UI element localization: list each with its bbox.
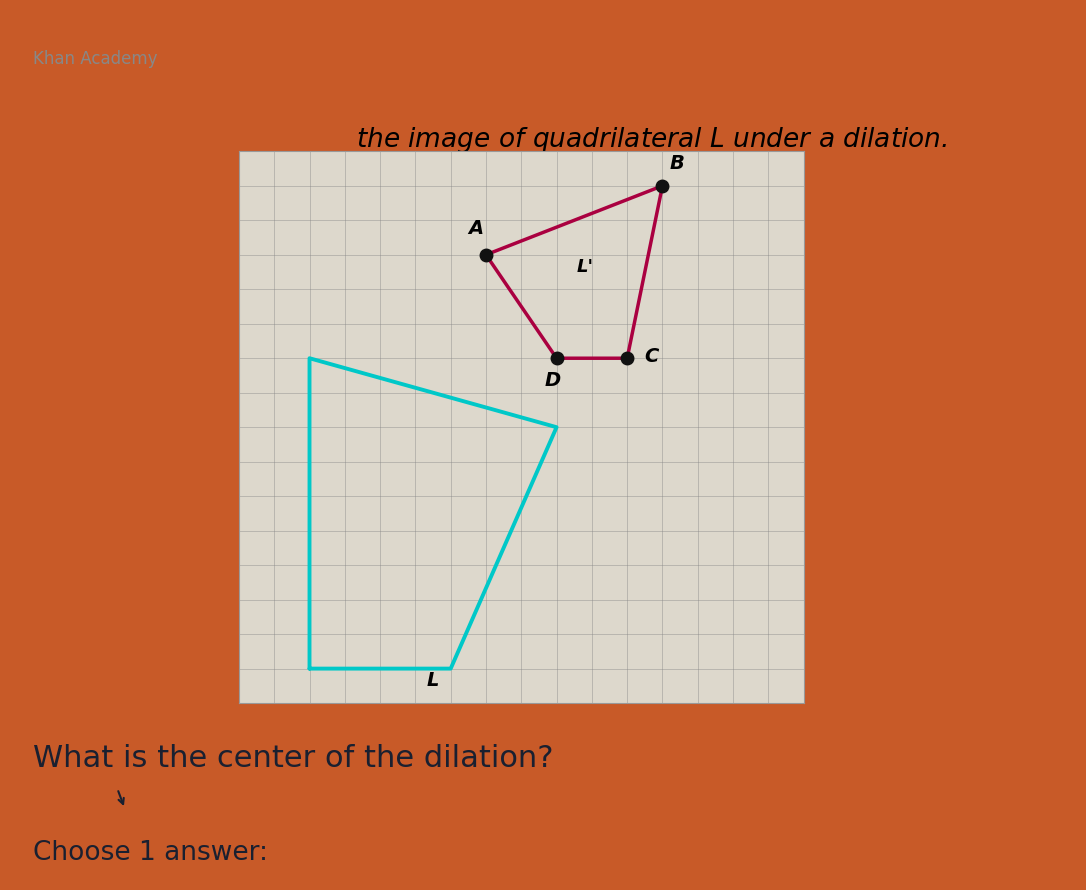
Text: D: D [545,371,561,390]
Text: A: A [468,219,483,238]
Text: B: B [669,154,684,173]
Text: L': L' [577,258,593,276]
Text: Choose 1 answer:: Choose 1 answer: [33,840,267,866]
Text: What is the center of the dilation?: What is the center of the dilation? [33,744,553,773]
Text: the image of quadrilateral $L$ under a dilation.: the image of quadrilateral $L$ under a d… [356,125,947,156]
Text: C: C [645,347,659,366]
Text: L: L [427,671,439,690]
Text: Khan Academy: Khan Academy [33,50,157,68]
